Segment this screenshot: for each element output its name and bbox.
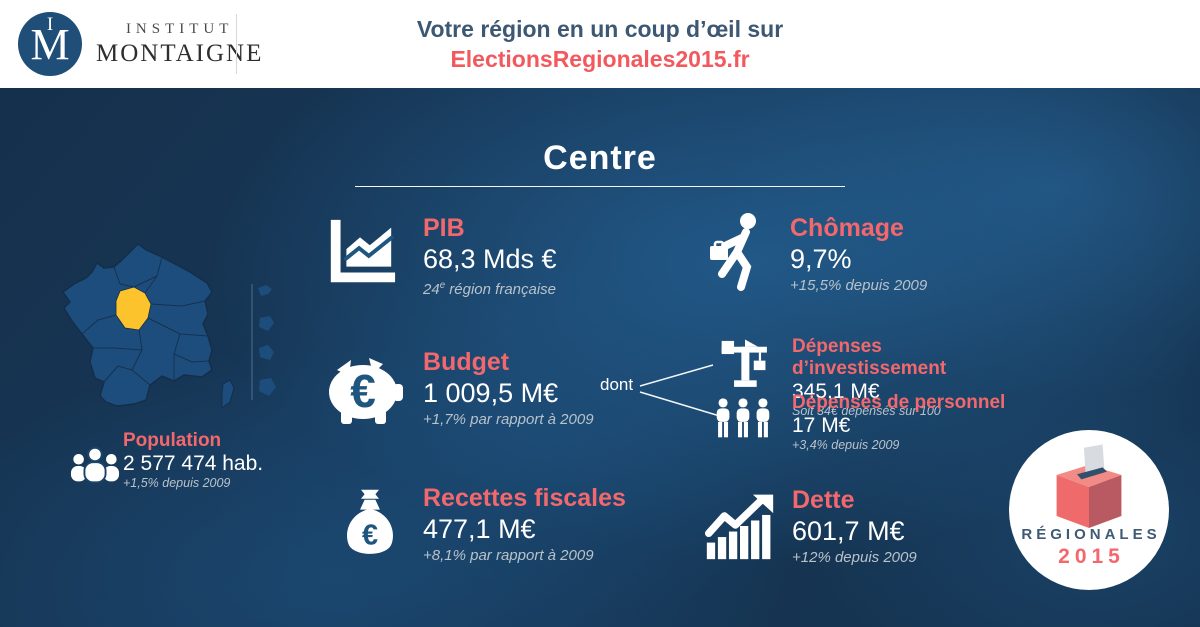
pib-label: PIB	[423, 214, 465, 242]
header-tagline: Votre région en un coup d’œil sur	[416, 16, 784, 42]
svg-text:€: €	[350, 365, 376, 417]
site-url-link[interactable]: ElectionsRegionales2015.fr	[450, 46, 750, 72]
personnel-note: +3,4% depuis 2009	[792, 438, 900, 452]
budget-value: 1 009,5 M€	[423, 378, 559, 408]
stat-population: Population 2 577 474 hab. +1,5% depuis 2…	[70, 430, 300, 490]
stat-recettes: € Recettes fiscales 477,1 M€ +8,1% par r…	[335, 484, 635, 564]
dette-value: 601,7 M€	[792, 516, 905, 546]
recettes-note: +8,1% par rapport à 2009	[423, 547, 594, 564]
recettes-label: Recettes fiscales	[423, 484, 626, 512]
crane-icon	[718, 338, 772, 397]
header-title: Votre région en un coup d’œil sur Electi…	[300, 14, 900, 74]
money-bag-icon: €	[343, 486, 397, 567]
population-people-icon	[70, 446, 120, 491]
badge-title: RÉGIONALES	[1021, 526, 1161, 543]
stat-investissement: Dépenses d’investissement 345,1 M€ Soit …	[712, 336, 1022, 418]
pib-note: 24e région française	[423, 280, 557, 298]
regionales-2015-badge: RÉGIONALES 2015	[1009, 430, 1169, 590]
population-note: +1,5% depuis 2009	[123, 476, 231, 490]
population-label: Population	[123, 430, 222, 451]
chomage-value: 9,7%	[790, 244, 852, 274]
stat-pib: PIB 68,3 Mds € 24e région française	[323, 212, 623, 298]
svg-text:€: €	[362, 520, 378, 552]
header: I M INSTITUT MONTAIGNE Votre région en u…	[0, 0, 1200, 88]
chomage-label: Chômage	[790, 214, 904, 242]
stat-budget: € Budget 1 009,5 M€ +1,7% par rapport à …	[323, 348, 623, 432]
area-chart-icon	[323, 216, 399, 295]
badge-year: 2015	[1058, 545, 1125, 568]
logo-wordmark: INSTITUT MONTAIGNE	[96, 21, 263, 68]
page-title: Centre	[543, 139, 657, 177]
personnel-value: 17 M€	[792, 414, 851, 437]
budget-note: +1,7% par rapport à 2009	[423, 411, 594, 428]
personnel-label: Dépenses de personnel	[792, 392, 1006, 413]
dont-connector-lines	[639, 364, 724, 418]
logo-line-institut: INSTITUT	[125, 20, 234, 37]
dette-note: +12% depuis 2009	[792, 549, 917, 566]
investissement-note: Soit 34€ dépensés sur 100	[792, 404, 941, 418]
piggy-bank-icon: €	[323, 356, 405, 433]
stat-dette: Dette 601,7 M€ +12% depuis 2009	[705, 486, 1005, 566]
highlighted-region-centre	[115, 286, 152, 331]
stat-chomage: Chômage 9,7% +15,5% depuis 2009	[705, 212, 1005, 294]
ballot-box-icon	[1056, 444, 1122, 528]
france-map	[62, 243, 282, 414]
logo-letter-m: M	[30, 20, 70, 69]
overseas-territories-icons	[258, 285, 276, 396]
budget-label: Budget	[423, 348, 510, 376]
title-underline	[355, 186, 845, 187]
three-people-icon	[714, 398, 772, 449]
institut-montaigne-logo: I M INSTITUT MONTAIGNE	[18, 12, 263, 76]
population-value: 2 577 474 hab.	[123, 452, 264, 475]
stat-personnel: Dépenses de personnel 17 M€ +3,4% depuis…	[712, 392, 1022, 452]
dette-label: Dette	[792, 486, 855, 514]
walking-worker-icon	[705, 212, 771, 297]
dont-label: dont	[600, 375, 634, 394]
investissement-value: 345,1 M€	[792, 380, 880, 403]
chomage-note: +15,5% depuis 2009	[790, 277, 928, 294]
pib-value: 68,3 Mds €	[423, 244, 557, 274]
logo-line-montaigne: MONTAIGNE	[96, 39, 264, 67]
investissement-label: Dépenses d’investissement	[792, 336, 947, 379]
header-divider	[236, 14, 237, 74]
logo-letter-i: I	[46, 14, 54, 35]
recettes-value: 477,1 M€	[423, 514, 536, 544]
rising-bars-arrow-icon	[705, 492, 775, 565]
logo-monogram-icon: I M	[18, 12, 82, 76]
france-map-icon	[62, 243, 276, 409]
